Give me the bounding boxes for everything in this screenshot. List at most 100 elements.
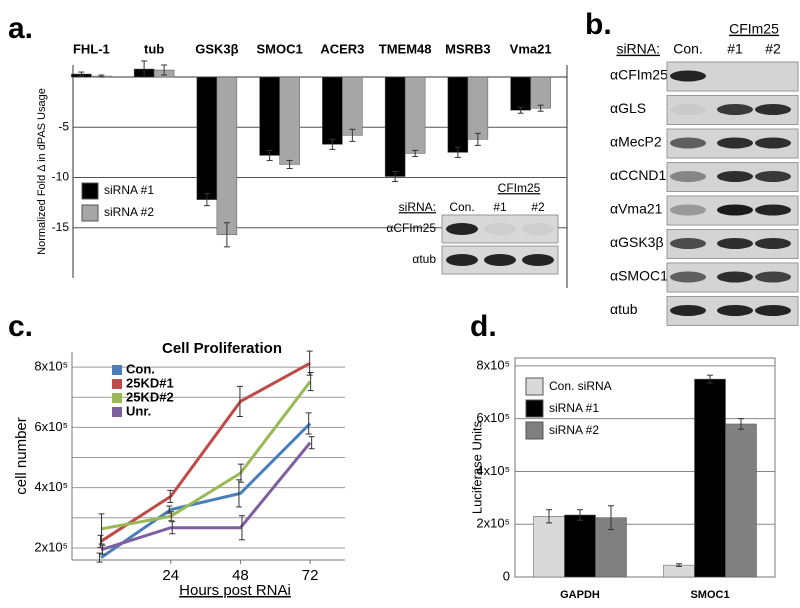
y-tick-label: 4x10⁵: [34, 479, 68, 494]
blot-band: [755, 305, 791, 316]
blot-band: [717, 305, 753, 316]
bar: [725, 423, 757, 578]
blot-band: [670, 204, 706, 216]
legend-swatch: [81, 182, 99, 200]
panel-label: d.: [470, 310, 497, 343]
y-tick-label: 6x10⁵: [34, 419, 68, 434]
plot-frame: [514, 357, 776, 578]
blot-lane: #2: [765, 41, 781, 57]
y-tick-label: 2x10⁵: [476, 516, 510, 531]
blot-row-label: αtub: [610, 301, 638, 317]
blot-band: [717, 271, 753, 283]
legend-swatch: [112, 407, 122, 417]
blot-band: [522, 254, 554, 266]
line: [100, 380, 312, 531]
blot-band: [717, 238, 753, 249]
x-tick-label: SMOC1: [690, 589, 729, 601]
blot-band: [484, 223, 516, 235]
legend-label: siRNA #2: [549, 423, 599, 437]
category-label: tub: [144, 41, 164, 56]
inset-lane: Con.: [449, 200, 474, 214]
legend-label: 25KD#2: [126, 389, 174, 404]
blot-lane: #1: [727, 41, 743, 57]
blot-band: [755, 137, 791, 149]
blot-band: [670, 70, 706, 82]
blot-band: [670, 271, 706, 283]
panel-label: c.: [8, 310, 33, 343]
legend-label: siRNA #2: [104, 205, 154, 219]
legend-label: siRNA #1: [549, 401, 599, 415]
blot-band: [670, 104, 706, 115]
bar: [447, 76, 469, 153]
category-label: FHL-1: [73, 41, 110, 56]
bar: [694, 378, 726, 578]
inset-lane: #2: [531, 200, 545, 214]
blot-band: [522, 223, 554, 235]
y-tick-label: 6x10⁵: [476, 410, 510, 425]
blot-row-label: αVma21: [610, 201, 663, 217]
legend-label: 25KD#1: [126, 375, 174, 390]
bar: [384, 76, 406, 177]
x-axis-title: Hours post RNAi: [179, 582, 291, 599]
blot-row-label: αGLS: [610, 100, 646, 116]
legend-swatch: [525, 421, 544, 440]
line: [100, 422, 312, 559]
blot-row-label: αGSK3β: [610, 234, 664, 250]
blot-band: [717, 137, 753, 149]
bar: [216, 76, 238, 236]
bar: [279, 76, 300, 165]
x-tick-label: 72: [302, 567, 319, 584]
legend-swatch: [525, 377, 544, 396]
bar: [564, 514, 596, 578]
y-axis-title: cell number: [13, 417, 30, 495]
legend-label: siRNA #1: [104, 183, 154, 197]
blot-band: [717, 171, 753, 182]
blot-siRNA: siRNA:: [616, 41, 660, 57]
blot-band: [755, 171, 791, 182]
y-tick-label: 0: [503, 568, 510, 583]
blot-band: [670, 137, 706, 149]
inset-lane: #1: [493, 200, 507, 214]
bar: [467, 76, 489, 140]
blot-row-label: αMecP2: [610, 134, 662, 150]
inset-row-label: αtub: [412, 252, 436, 266]
inset-row-label: αCFIm25: [386, 221, 436, 235]
y-tick-label: 8x10⁵: [476, 357, 510, 372]
blot-band: [717, 204, 753, 216]
chart-title: Cell Proliferation: [162, 340, 282, 357]
legend-label: Con.: [126, 361, 155, 376]
bar: [322, 76, 343, 145]
legend-swatch: [525, 399, 544, 418]
category-label: Vma21: [510, 41, 552, 56]
legend-label: Unr.: [126, 403, 151, 418]
line: [100, 441, 312, 552]
panel-label: b.: [585, 8, 612, 41]
legend-label: Con. siRNA: [549, 379, 612, 393]
bar: [533, 516, 565, 578]
category-label: TMEM48: [379, 41, 432, 56]
blot-band: [484, 254, 516, 266]
legend-swatch: [112, 393, 122, 403]
blot-band: [446, 254, 478, 266]
bar: [510, 76, 531, 111]
blot-band: [755, 271, 791, 283]
bar: [259, 76, 280, 156]
blot-band: [755, 104, 791, 115]
blot-band: [755, 204, 791, 216]
y-tick-label: -5: [58, 119, 69, 133]
blot-row-label: αSMOC1: [610, 268, 668, 284]
y-tick-label: -15: [52, 220, 70, 234]
x-tick-label: GAPDH: [560, 589, 600, 601]
inset-siRNA: siRNA:: [399, 200, 436, 214]
category-label: GSK3β: [195, 41, 238, 56]
blot-row-label: αCFIm25: [610, 67, 668, 83]
blot-band: [670, 238, 706, 249]
y-tick-label: 2x10⁵: [34, 539, 68, 554]
bar: [404, 76, 426, 154]
inset-group: CFIm25: [498, 181, 541, 195]
blot-band: [717, 104, 753, 115]
y-tick-label: -10: [52, 170, 70, 184]
blot-band: [446, 223, 478, 235]
blot-row-label: αCCND1: [610, 167, 667, 183]
